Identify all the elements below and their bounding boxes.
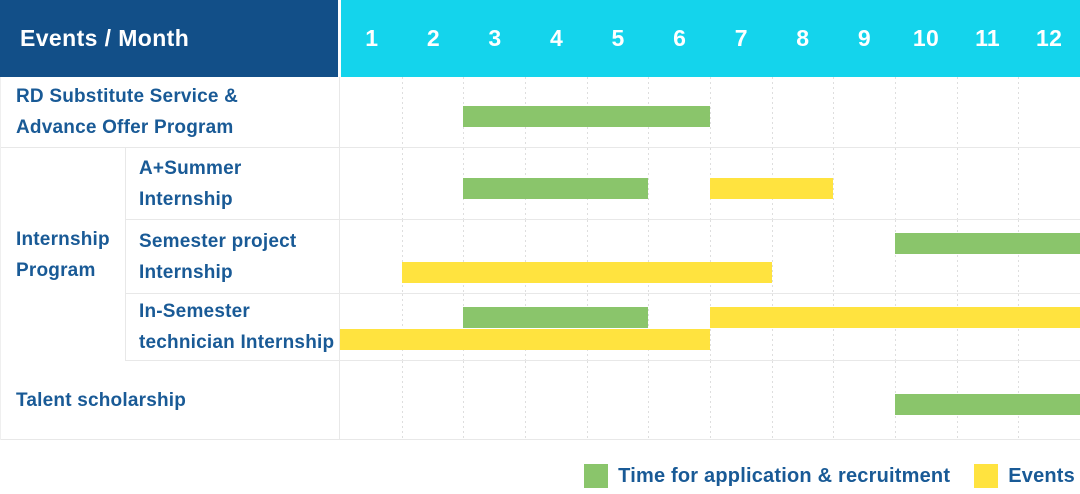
row-a-plus-summer-internship: A+Summer Internship xyxy=(126,148,1080,220)
month-gridline xyxy=(956,220,958,293)
row-label-rd-substitute-service: RD Substitute Service & Advance Offer Pro… xyxy=(1,77,340,147)
month-label: 9 xyxy=(857,25,871,51)
gantt-bar-green xyxy=(463,177,649,199)
events-month-header-cell: Events / Month xyxy=(0,0,338,77)
month-gridline xyxy=(648,220,650,293)
events-month-title: Events / Month xyxy=(20,25,190,51)
legend-swatch-yellow-icon xyxy=(974,464,999,488)
month-gridline xyxy=(833,148,835,219)
month-gridline xyxy=(401,77,403,147)
gantt-bar-green xyxy=(895,393,1080,415)
gantt-bar-green xyxy=(463,307,649,328)
month-gridline xyxy=(463,361,465,439)
row-label-line: RD Substitute Service & xyxy=(16,86,239,107)
chart-area-a-plus-summer-internship xyxy=(340,148,1080,219)
row-talent-scholarship: Talent scholarship xyxy=(1,361,1080,440)
month-gridline xyxy=(525,220,526,293)
month-gridline xyxy=(648,294,650,360)
month-gridline xyxy=(401,220,403,293)
row-label-line: Talent scholarship xyxy=(16,389,187,411)
row-label-line: technician Internship xyxy=(139,332,335,353)
row-label-line: In-Semester xyxy=(139,301,250,322)
month-gridline xyxy=(956,77,958,147)
month-gridline xyxy=(463,220,465,293)
month-gridline xyxy=(1018,220,1020,293)
month-label: 4 xyxy=(549,25,564,51)
legend-label-application-recruitment: Time for application & recruitment xyxy=(618,464,951,487)
month-gridline xyxy=(771,361,773,439)
month-gridline xyxy=(895,220,896,293)
row-semester-project-internship: Semester project Internship xyxy=(126,220,1080,294)
row-rd-substitute-service: RD Substitute Service & Advance Offer Pro… xyxy=(1,77,1080,148)
row-label-line: Semester project xyxy=(139,230,297,252)
legend-swatch-green-icon xyxy=(584,464,609,488)
month-gridline xyxy=(648,148,650,219)
month-gridline xyxy=(833,77,835,147)
row-label-in-semester-technician-internship: In-Semester technician Internship xyxy=(126,294,340,360)
chart-area-talent-scholarship xyxy=(340,361,1080,439)
month-label: 1 xyxy=(365,25,379,51)
month-label: 8 xyxy=(796,25,810,51)
month-gridline xyxy=(401,148,403,219)
month-gridline xyxy=(895,148,896,219)
row-label-line: Advance Offer Program xyxy=(16,117,234,138)
gantt-bar-yellow xyxy=(401,262,772,283)
month-gridline xyxy=(833,220,835,293)
month-label: 6 xyxy=(673,25,687,51)
row-label-a-plus-summer-internship: A+Summer Internship xyxy=(126,148,340,219)
row-label-line: Internship xyxy=(139,188,233,210)
month-gridline xyxy=(525,361,526,439)
month-gridline xyxy=(1018,148,1020,219)
internship-program-subrows: A+Summer Internship Semester project Inter… xyxy=(126,148,1080,361)
month-label: 12 xyxy=(1036,25,1063,51)
month-gridline xyxy=(771,220,773,293)
month-gridline xyxy=(586,220,588,293)
month-gridline xyxy=(586,361,588,439)
month-gridline xyxy=(401,294,403,360)
month-header-row: 1 2 3 4 5 6 7 8 9 10 11 12 xyxy=(341,0,1080,77)
row-label-line: Program xyxy=(16,259,96,281)
month-gridline xyxy=(833,361,835,439)
row-label-line: Internship xyxy=(139,261,233,283)
month-gridline xyxy=(710,77,711,147)
row-label-line: Internship xyxy=(16,228,110,250)
chart-area-rd-substitute-service xyxy=(340,77,1080,147)
legend-item-application-recruitment: Time for application & recruitment xyxy=(584,464,950,488)
gantt-bar-yellow xyxy=(340,329,710,350)
month-label: 5 xyxy=(611,25,625,51)
gantt-bar-green xyxy=(463,106,710,128)
month-label: 10 xyxy=(912,25,940,51)
month-label: 3 xyxy=(488,25,502,51)
table-header: Events / Month 1 2 3 4 5 6 7 8 9 10 11 12 xyxy=(0,0,1080,77)
gantt-body: RD Substitute Service & Advance Offer Pro… xyxy=(0,77,1080,440)
month-label: 11 xyxy=(975,25,1001,51)
gantt-bar-green xyxy=(895,233,1080,254)
gantt-bar-yellow xyxy=(710,177,834,199)
row-label-talent-scholarship: Talent scholarship xyxy=(1,361,340,439)
chart-area-in-semester-technician-internship xyxy=(340,294,1080,360)
month-gridline xyxy=(956,148,958,219)
month-gridline xyxy=(1018,77,1020,147)
month-gridline xyxy=(895,77,896,147)
month-gridline xyxy=(771,77,773,147)
legend-label-events: Events xyxy=(1008,464,1075,487)
month-gridline xyxy=(710,361,711,439)
group-label-internship-program: Internship Program xyxy=(1,148,126,361)
month-gridline xyxy=(648,361,650,439)
internship-program-group: Internship Program A+Summer Internship Sem… xyxy=(1,148,1080,361)
legend: Time for application & recruitment Event… xyxy=(0,440,1080,494)
month-gridline xyxy=(401,361,403,439)
gantt-bar-yellow xyxy=(710,307,1080,328)
chart-area-semester-project-internship xyxy=(340,220,1080,293)
month-label: 7 xyxy=(734,25,748,51)
month-label: 2 xyxy=(426,25,440,51)
month-gridline xyxy=(710,220,711,293)
row-label-semester-project-internship: Semester project Internship xyxy=(126,220,340,293)
legend-item-events: Events xyxy=(974,464,1075,488)
row-in-semester-technician-internship: In-Semester technician Internship xyxy=(126,294,1080,361)
row-label-line: A+Summer xyxy=(139,157,242,179)
